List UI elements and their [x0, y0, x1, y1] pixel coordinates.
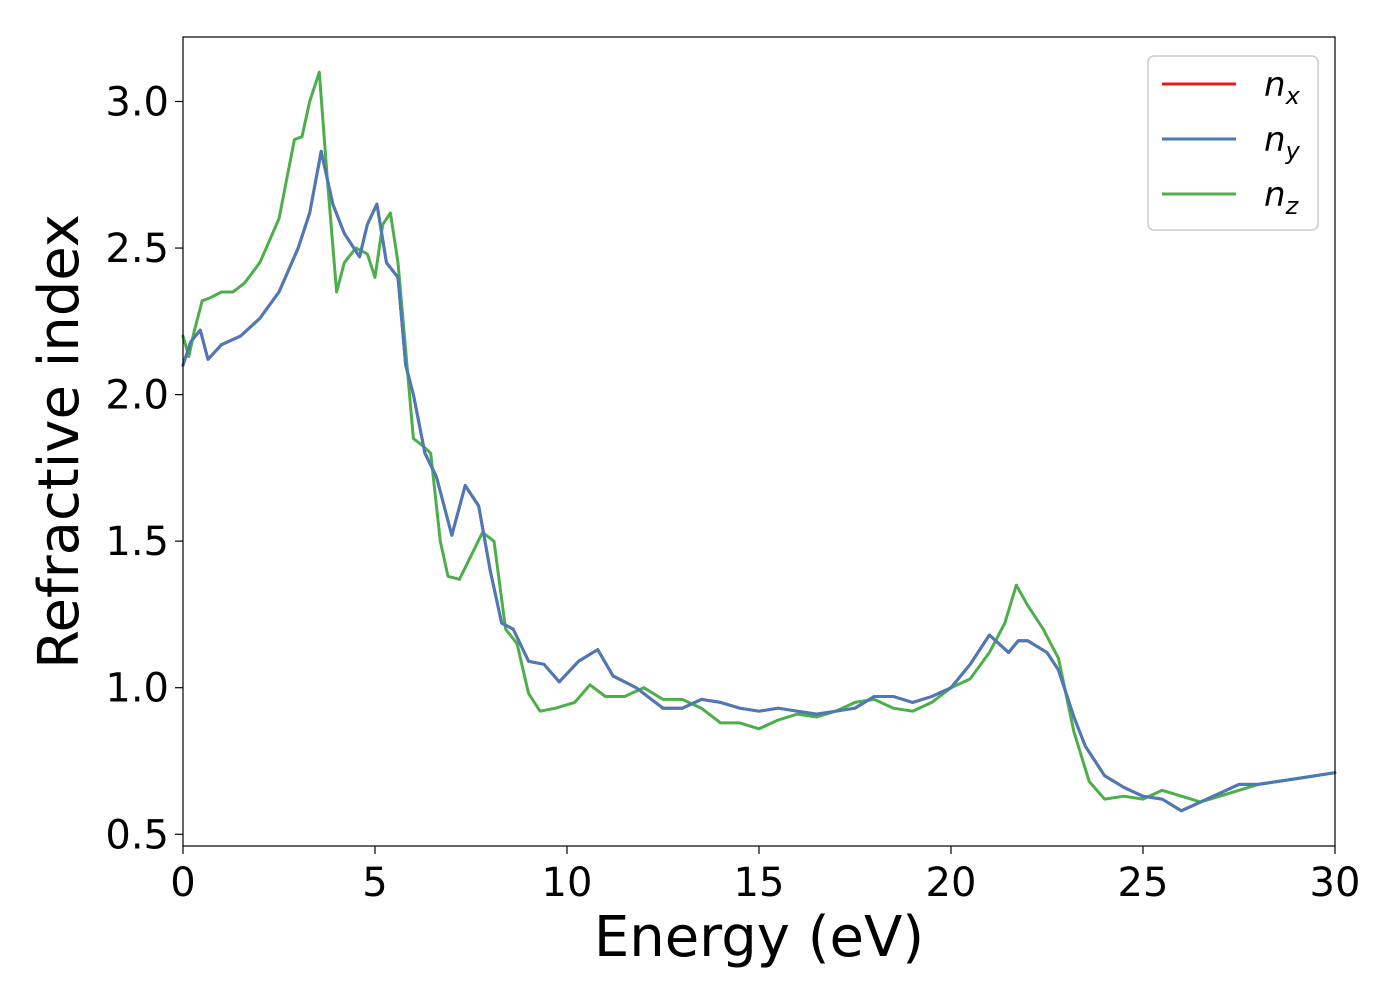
- y-tick-label: 0.5: [105, 812, 169, 858]
- legend-label-base: n: [1264, 65, 1286, 105]
- y-axis-ticks: 0.5 1.0 1.5 2.0 2.5 3.0: [105, 79, 183, 858]
- series-layer: [181, 70, 1337, 813]
- x-axis-title: Energy (eV): [594, 905, 924, 970]
- y-tick-label: 2.0: [105, 373, 169, 419]
- legend-label-z: nz: [1264, 175, 1300, 220]
- y-tick-label: 1.5: [105, 519, 169, 565]
- legend-label-subscript: x: [1285, 82, 1301, 110]
- legend-label-y: ny: [1264, 120, 1301, 165]
- x-tick-label: 25: [1118, 860, 1169, 906]
- x-tick-label: 5: [362, 860, 387, 906]
- x-tick-label: 10: [542, 860, 593, 906]
- x-tick-label: 0: [170, 860, 195, 906]
- x-tick-label: 15: [734, 860, 785, 906]
- y-axis-title: Refractive index: [27, 214, 92, 669]
- legend-label-x: nx: [1264, 65, 1301, 110]
- legend-label-subscript: y: [1285, 137, 1301, 165]
- x-tick-label: 30: [1310, 860, 1361, 906]
- x-axis-ticks: 0 5 10 15 20 25 30: [170, 846, 1360, 906]
- series-line-z: [181, 70, 1337, 804]
- legend-box: [1147, 55, 1319, 231]
- legend-label-base: n: [1264, 175, 1286, 215]
- y-tick-label: 1.0: [105, 666, 169, 712]
- series-line-y: [181, 149, 1337, 813]
- legend-label-base: n: [1264, 120, 1286, 160]
- plot-area: [181, 36, 1337, 847]
- y-tick-label: 3.0: [105, 79, 169, 125]
- x-tick-label: 20: [926, 860, 977, 906]
- legend-label-subscript: z: [1285, 192, 1300, 220]
- y-tick-label: 2.5: [105, 226, 169, 272]
